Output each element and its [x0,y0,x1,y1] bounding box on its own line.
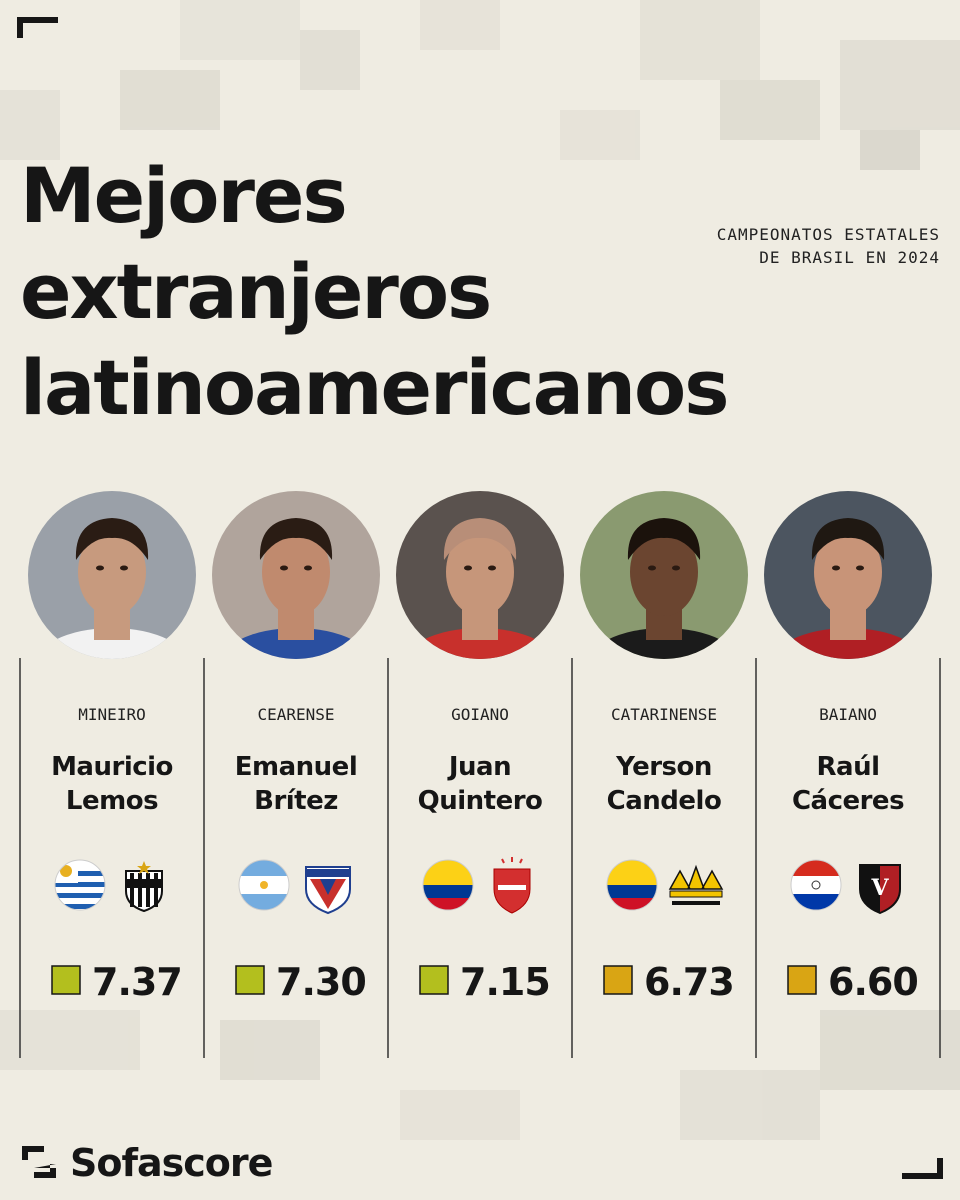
player-card: GOIANO Juan Quintero 7.15 [396,491,564,1004]
club-badge [493,857,531,914]
country-flag [422,859,474,911]
subtitle: CAMPEONATOS ESTATALES [717,225,940,244]
player-last-name: Brítez [254,786,338,816]
title-line: extranjeros [20,247,490,336]
flag-art [239,860,289,910]
pixel-background [0,0,960,1140]
brand-name: Sofascore [70,1141,272,1185]
head [262,528,330,616]
player-last-name: Lemos [66,786,158,816]
eye [280,565,288,571]
eye [464,565,472,571]
shirt [32,628,192,659]
hair [443,518,517,560]
head [78,528,146,616]
player-columns: MINEIRO Mauricio Lemos 7.37 CEARENSE Emanuel B… [19,491,941,1058]
brand-logo: Sofascore [22,1141,273,1185]
player-first-name: Mauricio [51,752,173,782]
club-badge [668,864,724,905]
corner-mark [17,17,58,38]
club-badge: V [859,864,901,915]
subtitle: DE BRASIL EN 2024 [759,248,940,267]
rating-badge [235,965,265,995]
player-card: MINEIRO Mauricio Lemos 7.37 [28,491,196,1004]
league-name: CATARINENSE [611,705,717,724]
player-first-name: Emanuel [235,752,357,782]
flag-art [791,860,841,910]
player-photo [28,491,196,659]
title-line: Mejores [20,151,346,240]
player-card: BAIANO Raúl Cáceres V 6.60 [764,491,932,1004]
eye [672,565,680,571]
head [814,528,882,616]
eye [856,565,864,571]
hair [627,518,701,560]
eye [648,565,656,571]
flag-ring [606,859,658,911]
title-line: latinoamericanos [20,343,727,432]
player-card: CATARINENSE Yerson Candelo 6.73 [580,491,748,1004]
player-photo [580,491,748,659]
rating-badge [51,965,81,995]
player-photo [396,491,564,659]
player-photo [212,491,380,659]
league-name: MINEIRO [78,705,145,724]
rating-badge [419,965,449,995]
head [446,528,514,616]
club-badge [125,861,163,913]
eye [488,565,496,571]
eye [304,565,312,571]
player-first-name: Juan [447,752,511,782]
flag-art [423,860,473,910]
player-photo [764,491,932,659]
rating: 6.60 [828,960,918,1004]
shirt [216,628,376,659]
player-last-name: Cáceres [792,786,904,816]
club-badge [305,866,351,915]
shirt [768,628,928,659]
shirt [584,628,744,659]
player-last-name: Candelo [607,786,722,816]
shirt [400,628,560,659]
eye [120,565,128,571]
svg-text:V: V [870,875,889,901]
country-flag [606,859,658,911]
flag-art [607,860,657,910]
rating-badge [603,965,633,995]
corner-mark [902,1158,943,1179]
hair [259,518,333,560]
hair [811,518,885,560]
country-flag [238,859,290,911]
head [630,528,698,616]
country-flag [54,859,106,911]
rating: 7.30 [276,960,366,1004]
league-name: CEARENSE [257,705,334,724]
player-first-name: Yerson [615,752,712,782]
rating: 7.15 [460,960,550,1004]
flag-ring [790,859,842,911]
hair [75,518,149,560]
flag-ring [422,859,474,911]
country-flag [790,859,842,911]
flag-ring [238,859,290,911]
flag-ring [54,859,106,911]
league-name: GOIANO [451,705,509,724]
rating: 7.37 [92,960,182,1004]
player-last-name: Quintero [418,786,543,816]
player-card: CEARENSE Emanuel Brítez 7.30 [212,491,380,1004]
rating-badge [787,965,817,995]
flag-art [55,860,105,910]
player-first-name: Raúl [817,752,880,782]
league-name: BAIANO [819,705,877,724]
eye [96,565,104,571]
rating: 6.73 [644,960,734,1004]
eye [832,565,840,571]
